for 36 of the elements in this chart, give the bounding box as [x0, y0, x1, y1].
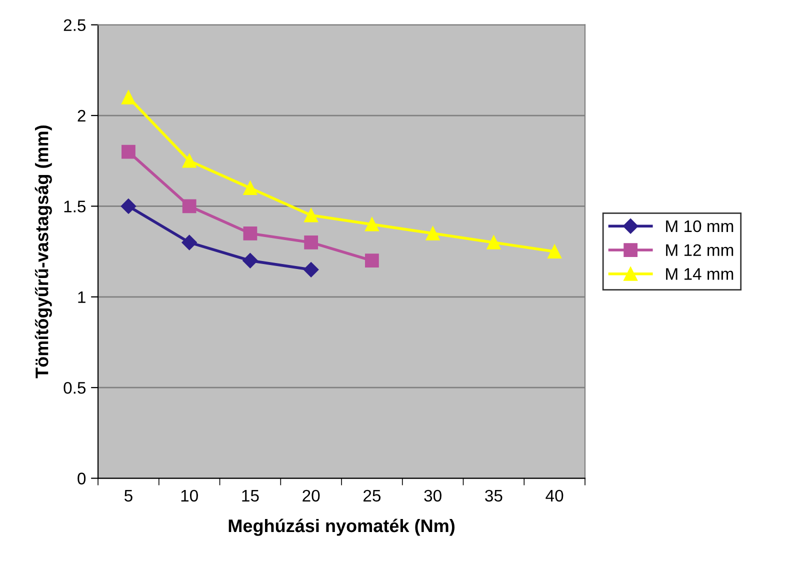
x-tick-label: 15 — [242, 490, 259, 502]
point — [304, 236, 318, 250]
point — [426, 226, 440, 240]
legend-label: M 14 mm — [666, 268, 734, 280]
x-tick-label: 25 — [364, 490, 381, 502]
y-tick-label: 2.5 — [64, 19, 86, 32]
point — [365, 254, 379, 268]
y-tick-label: 2 — [78, 110, 86, 122]
point — [365, 217, 379, 232]
x-tick-label: 30 — [424, 490, 442, 502]
point — [242, 253, 258, 268]
legend-label: M 10 mm — [666, 220, 734, 232]
point — [548, 244, 562, 258]
point — [182, 234, 197, 250]
point — [243, 181, 258, 196]
x-tick-label: 10 — [181, 490, 198, 502]
point — [304, 262, 319, 278]
x-tick-label: 20 — [302, 490, 320, 502]
point — [304, 208, 318, 222]
point — [182, 154, 196, 168]
point — [182, 199, 196, 214]
point — [122, 144, 136, 159]
point — [486, 236, 501, 250]
y-tick-label: 1 — [78, 291, 86, 303]
x-tick-label: 5 — [124, 490, 132, 502]
legend-label: M 12 mm — [666, 244, 734, 256]
x-tick-label: 35 — [485, 490, 502, 502]
y-axis-title: Tömítőgyűrű-vastagság (mm) — [34, 126, 52, 378]
point — [243, 226, 258, 240]
x-axis-title: Meghúzási nyomaték (Nm) — [228, 518, 454, 536]
point — [122, 90, 136, 104]
point — [120, 198, 136, 214]
y-tick-label: 1.5 — [64, 200, 86, 212]
x-tick-label: 40 — [546, 490, 564, 502]
y-tick-label: 0 — [78, 472, 86, 484]
y-tick-label: 0.5 — [64, 382, 86, 394]
